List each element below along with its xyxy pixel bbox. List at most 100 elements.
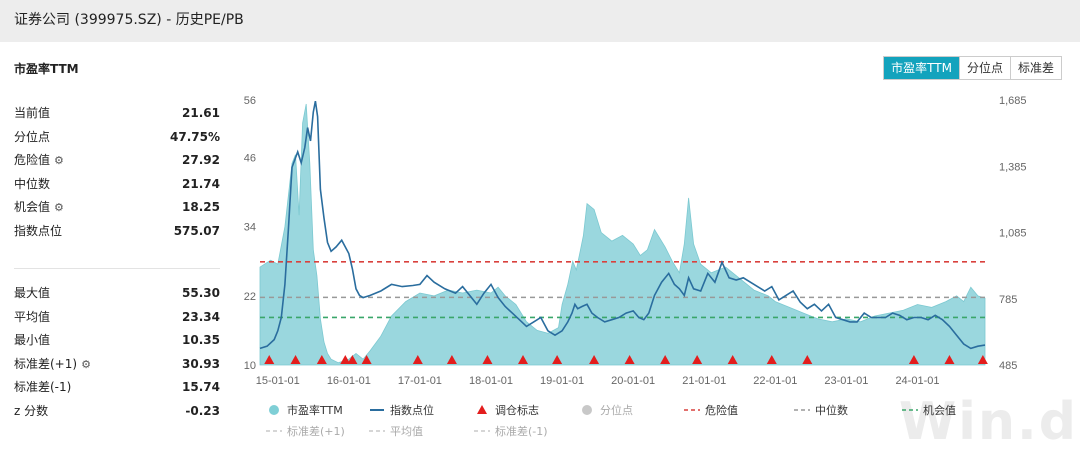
tab-pe-ttm[interactable]: 市盈率TTM: [884, 57, 959, 79]
stat-percentile: 分位点 47.75%: [14, 126, 220, 150]
stat-value: 18.25: [182, 200, 220, 214]
rebalance-marker: [264, 355, 275, 364]
pe-chart: 56 46 34 22 10 1,685 1,385 1,085 785 485 15-01-01 1…: [244, 95, 1027, 438]
rebalance-marker: [589, 355, 600, 364]
x-tick-label: 19-01-01: [540, 375, 584, 387]
stat-label: 中位数: [14, 176, 51, 191]
stat-label: z 分数: [14, 403, 49, 418]
y-right-tick-label: 1,685: [999, 95, 1027, 107]
x-tick-label: 23-01-01: [824, 375, 868, 387]
stat-opportunity: 机会值 ⚙ 18.25: [14, 196, 220, 220]
x-tick-label: 17-01-01: [398, 375, 442, 387]
legend-label: 标准差(-1): [495, 424, 548, 438]
divider: [14, 243, 220, 269]
legend-swatch: [269, 405, 279, 415]
stats-panel: 当前值 21.61 分位点 47.75% 危险值 ⚙ 27.92 中位数 21.7…: [14, 102, 220, 423]
stat-danger: 危险值 ⚙ 27.92: [14, 149, 220, 173]
stat-value: 21.61: [182, 106, 220, 120]
rebalance-marker: [316, 355, 327, 364]
index-level-line: [259, 100, 986, 350]
stat-z-score: z 分数 -0.23: [14, 400, 220, 424]
chart-subtitle: 市盈率TTM: [14, 62, 79, 76]
rebalance-marker: [412, 355, 423, 364]
y-left-tick-label: 46: [244, 153, 256, 165]
stat-mean: 平均值 23.34: [14, 306, 220, 330]
legend-label: 危险值: [705, 403, 738, 417]
stat-value: 23.34: [182, 309, 220, 324]
watermark-logo: Win.d: [898, 392, 1078, 452]
stat-value: 15.74: [182, 380, 220, 394]
legend-label: 市盈率TTM: [287, 403, 343, 417]
y-right-tick-label: 1,085: [999, 228, 1027, 240]
x-tick-label: 22-01-01: [753, 375, 797, 387]
stat-label: 平均值: [14, 309, 51, 324]
chart-panel: 市盈率TTM 市盈率TTM 分位点 标准差 当前值 21.61 分位点 47.7…: [0, 42, 1080, 452]
legend-swatch: [582, 405, 592, 415]
x-tick-label: 24-01-01: [895, 375, 939, 387]
stat-label: 机会值: [14, 200, 51, 214]
legend-label: 机会值: [923, 403, 956, 417]
stat-label: 最小值: [14, 333, 51, 347]
stat-label: 指数点位: [14, 223, 63, 238]
gear-icon[interactable]: ⚙: [54, 154, 64, 167]
rebalance-marker: [552, 355, 563, 364]
gear-icon[interactable]: ⚙: [54, 201, 64, 214]
x-tick-label: 18-01-01: [469, 375, 513, 387]
legend-label: 标准差(+1): [287, 424, 345, 438]
pe-ttm-area: [259, 103, 986, 366]
stat-value: 21.74: [182, 176, 220, 191]
legend-label: 分位点: [600, 403, 633, 417]
stat-index-level: 指数点位 575.07: [14, 220, 220, 244]
stat-value: 575.07: [173, 223, 220, 238]
y-left-tick-label: 56: [244, 95, 256, 107]
stat-label: 危险值: [14, 153, 51, 167]
window-title: 证券公司 (399975.SZ) - 历史PE/PB: [0, 0, 1080, 42]
rebalance-marker: [482, 355, 493, 364]
rebalance-marker: [624, 355, 635, 364]
rebalance-marker: [802, 355, 813, 364]
rebalance-marker: [361, 355, 372, 364]
stat-std-plus: 标准差(+1) ⚙ 30.93: [14, 353, 220, 377]
stat-value: 47.75%: [170, 129, 220, 144]
legend-swatch: [477, 405, 487, 414]
legend-label: 平均值: [390, 425, 423, 438]
rebalance-marker: [908, 355, 919, 364]
stat-value: 55.30: [182, 286, 220, 300]
stat-value: 27.92: [182, 153, 220, 167]
legend-label: 中位数: [815, 403, 848, 417]
tab-percentile[interactable]: 分位点: [958, 57, 1010, 79]
rebalance-marker: [290, 355, 301, 364]
stat-label: 分位点: [14, 129, 51, 144]
tab-std-dev[interactable]: 标准差: [1009, 57, 1061, 79]
x-tick-label: 15-01-01: [256, 375, 300, 387]
rebalance-marker: [692, 355, 703, 364]
rebalance-marker: [517, 355, 528, 364]
stat-label: 最大值: [14, 286, 51, 300]
stat-median: 中位数 21.74: [14, 173, 220, 197]
stat-value: 10.35: [182, 333, 220, 347]
view-tabs: 市盈率TTM 分位点 标准差: [883, 56, 1062, 80]
stat-min: 最小值 10.35: [14, 329, 220, 353]
rebalance-marker: [446, 355, 457, 364]
rebalance-marker: [766, 355, 777, 364]
legend-label: 调仓标志: [495, 403, 539, 417]
gear-icon[interactable]: ⚙: [81, 357, 91, 371]
x-tick-label: 21-01-01: [682, 375, 726, 387]
stat-value: 30.93: [182, 356, 220, 371]
rebalance-marker: [347, 355, 358, 364]
stat-label: 当前值: [14, 106, 51, 120]
y-left-tick-label: 34: [244, 222, 256, 234]
y-left-tick-label: 22: [244, 291, 256, 303]
y-left-tick-label: 10: [244, 360, 256, 372]
rebalance-marker: [977, 355, 988, 364]
rebalance-marker: [727, 355, 738, 364]
rebalance-marker: [340, 355, 351, 364]
stat-label: 标准差(+1): [14, 356, 78, 371]
y-right-tick-label: 485: [999, 360, 1017, 372]
y-right-tick-label: 785: [999, 294, 1017, 306]
stat-current: 当前值 21.61: [14, 102, 220, 126]
x-tick-label: 16-01-01: [327, 375, 371, 387]
y-right-tick-label: 1,385: [999, 161, 1027, 173]
rebalance-marker: [944, 355, 955, 364]
stat-label: 标准差(-1): [14, 380, 72, 394]
